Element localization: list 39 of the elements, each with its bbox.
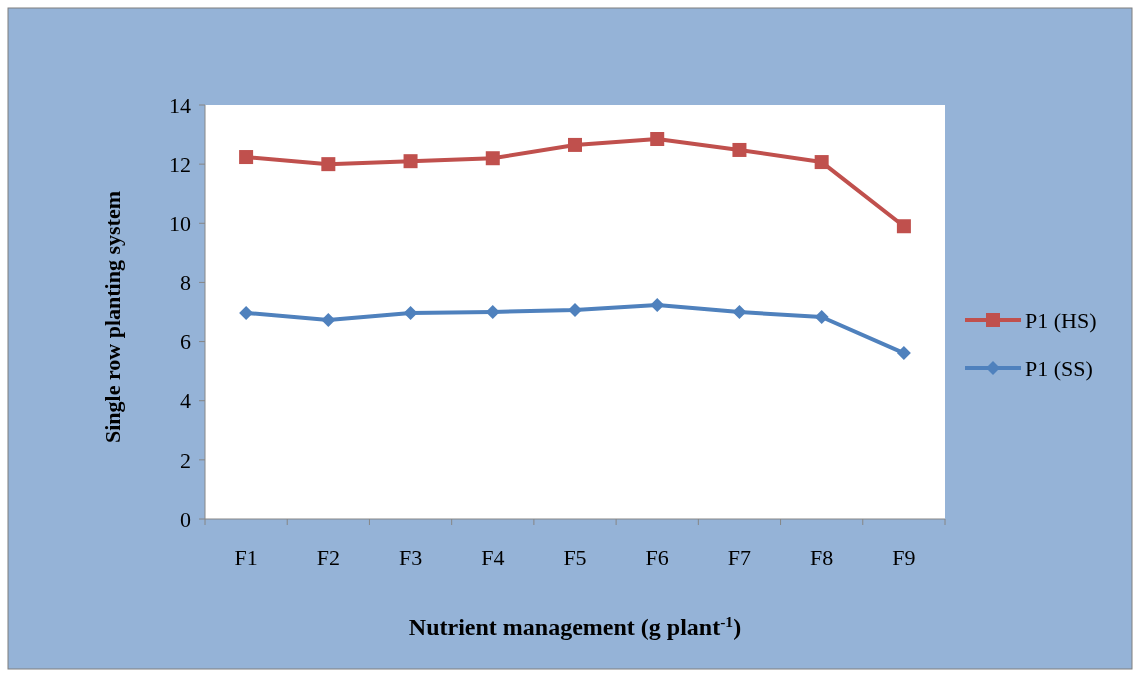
point xyxy=(568,302,582,317)
y-tick-label: 6 xyxy=(180,329,191,355)
point xyxy=(403,305,418,320)
y-tick-label: 12 xyxy=(169,151,191,177)
x-tick-label: F8 xyxy=(810,545,834,570)
legend-label: P1 (SS) xyxy=(1025,355,1093,381)
y-tick-label: 8 xyxy=(180,270,191,296)
point xyxy=(568,137,582,152)
x-tick-label: F5 xyxy=(563,545,587,570)
y-tick-label: 14 xyxy=(169,92,191,118)
point xyxy=(321,312,336,327)
point xyxy=(485,305,500,319)
point xyxy=(239,150,254,165)
point xyxy=(896,219,911,234)
legend-label: P1 (HS) xyxy=(1025,307,1097,333)
y-tick-label: 10 xyxy=(169,210,191,236)
point xyxy=(650,297,665,312)
x-tick-label: F2 xyxy=(316,545,340,570)
x-axis-title: Nutrient management (g plant$^{-1}$) xyxy=(408,612,742,640)
point xyxy=(732,142,747,157)
x-tick-label: F9 xyxy=(892,545,916,570)
x-tick-label: F4 xyxy=(481,545,505,570)
point xyxy=(239,305,254,320)
x-tick-label: F7 xyxy=(727,545,752,570)
point xyxy=(321,157,336,172)
point xyxy=(403,154,418,169)
y-tick-label: 2 xyxy=(180,447,191,473)
x-tick-label: F3 xyxy=(398,545,423,570)
point xyxy=(650,132,665,147)
point xyxy=(485,151,500,166)
x-tick-label: F6 xyxy=(645,545,669,570)
point xyxy=(814,310,829,325)
y-tick-label: 4 xyxy=(180,388,191,414)
x-tick-label: F1 xyxy=(234,545,258,570)
point xyxy=(814,155,829,170)
y-tick-label: 0 xyxy=(180,506,191,532)
y-axis-title: Single row planting system xyxy=(100,190,125,444)
point xyxy=(896,346,911,361)
point xyxy=(732,305,747,319)
